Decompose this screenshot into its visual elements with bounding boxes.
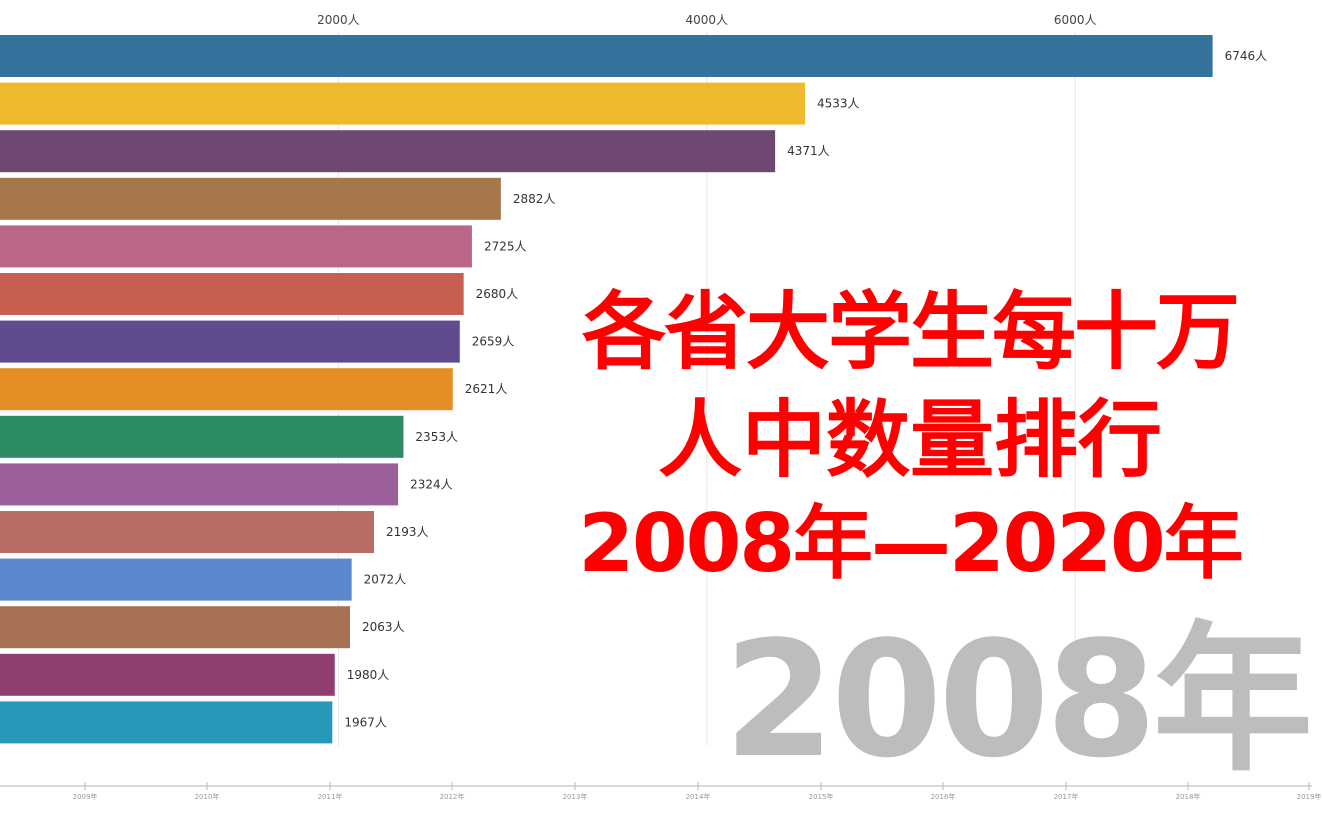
data-label: 2193人 — [386, 525, 429, 539]
timeline-label: 2018年 — [1176, 792, 1201, 801]
data-label: 2621人 — [465, 382, 508, 396]
bar — [0, 225, 472, 268]
data-label: 1967人 — [344, 715, 387, 729]
bar — [0, 463, 399, 506]
timeline-label: 2011年 — [318, 792, 343, 801]
bar — [0, 368, 453, 411]
data-label: 2072人 — [364, 573, 407, 587]
bar — [0, 177, 501, 220]
timeline-label: 2012年 — [440, 792, 465, 801]
data-label: 2353人 — [415, 430, 458, 444]
x-tick-label: 6000人 — [1054, 13, 1097, 27]
data-label: 2680人 — [476, 287, 519, 301]
timeline-label: 2014年 — [686, 792, 711, 801]
timeline-label: 2009年 — [73, 792, 98, 801]
bar — [0, 558, 352, 601]
x-tick-label: 2000人 — [317, 13, 360, 27]
data-label: 2659人 — [472, 335, 515, 349]
bar — [0, 415, 404, 458]
bar — [0, 606, 351, 649]
bar — [0, 701, 333, 744]
bar — [0, 35, 1213, 77]
data-label: 4533人 — [817, 97, 860, 111]
overlay-title: 各省大学生每十万 人中数量排行 2008年—2020年 — [500, 278, 1320, 594]
bar — [0, 130, 776, 173]
timeline-label: 2010年 — [195, 792, 220, 801]
data-label: 1980人 — [347, 668, 390, 682]
bar — [0, 653, 335, 696]
current-year-watermark: 2008年 — [723, 606, 1313, 793]
subtitle: 2008年—2020年 — [578, 497, 1243, 590]
timeline-label: 2017年 — [1054, 792, 1079, 801]
timeline-label: 2016年 — [931, 792, 956, 801]
bar — [0, 320, 460, 363]
data-label: 2063人 — [362, 620, 405, 634]
bar — [0, 82, 805, 125]
title-line-2: 人中数量排行 — [657, 391, 1162, 489]
data-label: 4371人 — [787, 144, 830, 158]
data-label: 2882人 — [513, 192, 556, 206]
bar — [0, 273, 464, 315]
bar — [0, 511, 374, 553]
timeline-label: 2013年 — [563, 792, 588, 801]
data-label: 6746人 — [1225, 49, 1268, 63]
title-line-1: 各省大学生每十万 — [581, 283, 1240, 381]
timeline-label: 2019年 — [1297, 792, 1322, 801]
x-tick-label: 4000人 — [686, 13, 729, 27]
timeline-label: 2015年 — [809, 792, 834, 801]
data-label: 2725人 — [484, 239, 527, 253]
data-label: 2324人 — [410, 477, 453, 491]
